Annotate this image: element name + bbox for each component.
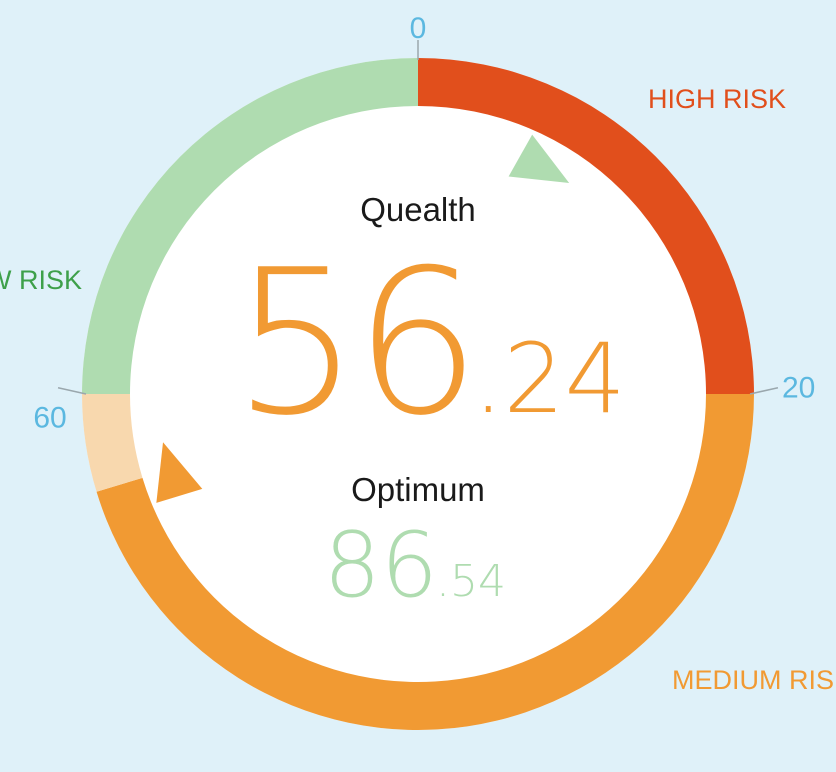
score-decimal: .24 (473, 323, 626, 435)
high-risk-label: HIGH RISK (648, 84, 786, 114)
tick-mark-20 (749, 386, 779, 395)
optimum-integer: 86 (323, 513, 438, 618)
gauge-zone-1 (96, 394, 755, 730)
score-pointer (156, 442, 203, 503)
gauge-zone-0 (418, 58, 754, 394)
gauge-face (82, 58, 754, 730)
gauge-zone-2 (82, 394, 143, 492)
tick-mark-60 (57, 386, 87, 395)
medium-risk-label: MEDIUM RISK (672, 665, 836, 695)
tick-label-0: 0 (410, 12, 427, 45)
optimum-decimal: .54 (436, 556, 506, 607)
score-integer: 56 (233, 227, 476, 460)
low-risk-label: LOW RISK (0, 265, 82, 295)
score-title: Quealth (360, 191, 476, 228)
gauge-arcs (82, 58, 755, 730)
optimum-pointer (508, 134, 570, 184)
gauge-ticks: 0 20 60 (33, 12, 815, 435)
tick-label-60: 60 (33, 402, 66, 435)
gauge-zone-3 (82, 58, 418, 394)
gauge-pointers (156, 134, 570, 503)
optimum-title: Optimum (351, 471, 485, 508)
tick-label-20: 20 (782, 372, 815, 405)
